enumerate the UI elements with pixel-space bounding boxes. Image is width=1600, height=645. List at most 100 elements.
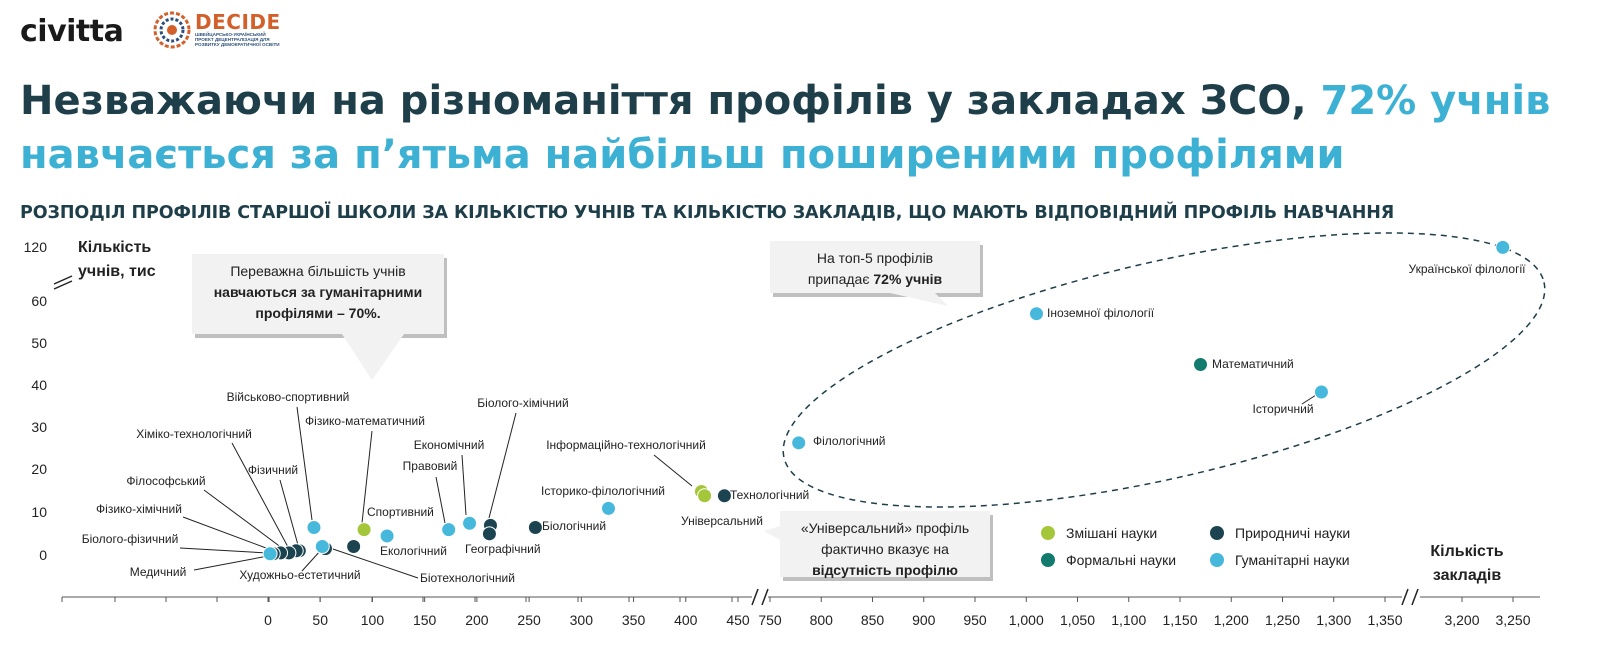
legend-marker xyxy=(1041,553,1055,567)
scatter-chart: 120 60 50 40 30 20 100 Кількість учнів, тис 0 50 10… xyxy=(24,232,1546,628)
data-label: Історико-філологічний xyxy=(541,484,665,498)
legend-marker xyxy=(1210,553,1224,567)
data-label: Біолого-хімічний xyxy=(477,396,568,410)
leader-line xyxy=(179,547,269,554)
data-label: Фізичний xyxy=(248,463,298,477)
civitta-logo: civitta xyxy=(20,14,124,49)
data-point xyxy=(306,519,322,535)
x-tick-label: 3,200 xyxy=(1444,612,1479,628)
callout-universal: «Універсальний» профіль фактично вказує н… xyxy=(764,511,993,581)
x-tick-label: 800 xyxy=(810,612,834,628)
top5-ellipse xyxy=(782,232,1546,508)
leader-line xyxy=(231,442,289,548)
headline-accent: 72% учнів навчається за п’ятьма найбільш… xyxy=(20,78,1551,178)
data-point xyxy=(716,488,732,504)
leader-line xyxy=(435,476,446,524)
callout-text: Переважна більшість учнів xyxy=(230,263,405,279)
leader-line xyxy=(653,454,693,487)
legend-label: Формальні науки xyxy=(1066,552,1176,568)
callout-text: фактично вказує на xyxy=(821,541,949,557)
data-point xyxy=(1495,239,1511,255)
leader-line xyxy=(461,454,467,516)
callout-box xyxy=(780,511,990,577)
x-tick-label: 750 xyxy=(758,612,782,628)
data-label: Технологічний xyxy=(730,488,809,502)
leader-line xyxy=(301,549,322,572)
data-label: Інформаційно-технологічний xyxy=(546,438,706,452)
chart-title: РОЗПОДІЛ ПРОФІЛІВ СТАРШОЇ ШКОЛИ ЗА КІЛЬК… xyxy=(20,203,1395,223)
leader-line xyxy=(296,406,313,521)
legend-label: Природничі науки xyxy=(1235,525,1350,541)
x-tick-label: 1,000 xyxy=(1009,612,1044,628)
data-label: Екологічний xyxy=(380,544,447,558)
x-axis-label: закладів xyxy=(1433,567,1502,584)
y-tick-label: 120 xyxy=(24,239,48,255)
y-tick-label: 10 xyxy=(31,504,47,520)
x-tick-label: 1,300 xyxy=(1316,612,1351,628)
legend-marker xyxy=(1210,526,1224,540)
leader-line xyxy=(203,489,283,549)
legend-label: Гуманітарні науки xyxy=(1235,552,1350,568)
data-point xyxy=(441,522,457,538)
data-label: Біотехнологічний xyxy=(420,571,515,585)
y-tick-label: 30 xyxy=(31,419,47,435)
data-point xyxy=(314,539,330,555)
leader-line xyxy=(1301,394,1317,405)
x-tick-label: 350 xyxy=(622,612,646,628)
data-label: Української філології xyxy=(1409,262,1527,276)
leader-line xyxy=(279,479,299,546)
data-point xyxy=(462,515,478,531)
callout-box xyxy=(770,241,980,293)
x-axis-break xyxy=(751,588,769,606)
callout-text: припадає 72% учнів xyxy=(808,271,943,287)
x-tick-label: 1,200 xyxy=(1214,612,1249,628)
data-label: Філософський xyxy=(126,474,205,488)
y-tick-label: 50 xyxy=(31,335,47,351)
legend-label: Змішані науки xyxy=(1066,525,1157,541)
callout-text: «Універсальний» профіль xyxy=(801,520,969,536)
data-label: Фізико-хімічний xyxy=(96,502,182,516)
headline-main: Незважаючи на різноманіття профілів у за… xyxy=(20,78,1321,124)
data-label: Філологічний xyxy=(813,434,885,448)
x-tick-label: 100 xyxy=(361,612,385,628)
x-tick-label: 1,100 xyxy=(1111,612,1146,628)
callout-tail xyxy=(890,293,948,306)
callout-text: відсутність профілю xyxy=(812,562,958,578)
x-tick-label: 200 xyxy=(465,612,489,628)
callout-text: На топ-5 профілів xyxy=(817,250,933,266)
x-tick-label: 50 xyxy=(312,612,328,628)
y-axis-label: Кількість xyxy=(78,239,151,256)
y-tick-label: 40 xyxy=(31,377,47,393)
callout-bold-text: 72% учнів xyxy=(873,271,942,287)
callout-top5: На топ-5 профілів припадає 72% учнів xyxy=(770,241,983,306)
data-point xyxy=(346,539,362,555)
decide-logo-subtitle: ШВЕЙЦАРСЬКО-УКРАЇНСЬКИЙ ПРОЕКТ ДЕЦЕНТРАЛ… xyxy=(195,32,280,48)
y-tick-label: 20 xyxy=(31,461,47,477)
data-label: Біолого-фізичний xyxy=(82,532,179,546)
data-label: Хіміко-технологічний xyxy=(136,427,252,441)
callout-tail xyxy=(342,334,404,380)
data-label: Фізико-математичний xyxy=(305,414,425,428)
callout-tail xyxy=(764,526,780,540)
data-point xyxy=(379,528,395,544)
x-axis-label: Кількість xyxy=(1430,543,1503,560)
x-tick-label: 900 xyxy=(912,612,936,628)
y-tick-label: 0 xyxy=(39,547,47,563)
data-point xyxy=(791,435,807,451)
data-label: Військово-спортивний xyxy=(227,390,350,404)
data-label: Географічний xyxy=(465,542,541,556)
data-label: Біологічний xyxy=(542,519,606,533)
leader-line xyxy=(361,430,373,524)
data-label: Медичний xyxy=(130,565,187,579)
data-label: Спортивний xyxy=(367,505,434,519)
y-axis-label: учнів, тис xyxy=(78,263,156,280)
callout-humanities: Переважна більшість учнів навчаються за г… xyxy=(192,254,447,380)
x-tick-label: 450 xyxy=(726,612,750,628)
data-point xyxy=(1193,357,1208,372)
data-point xyxy=(356,522,372,538)
x-tick-label: 400 xyxy=(674,612,698,628)
y-tick-label: 60 xyxy=(31,293,47,309)
x-tick-label: 1,250 xyxy=(1265,612,1300,628)
x-tick-label: 250 xyxy=(517,612,541,628)
data-point xyxy=(600,500,616,516)
